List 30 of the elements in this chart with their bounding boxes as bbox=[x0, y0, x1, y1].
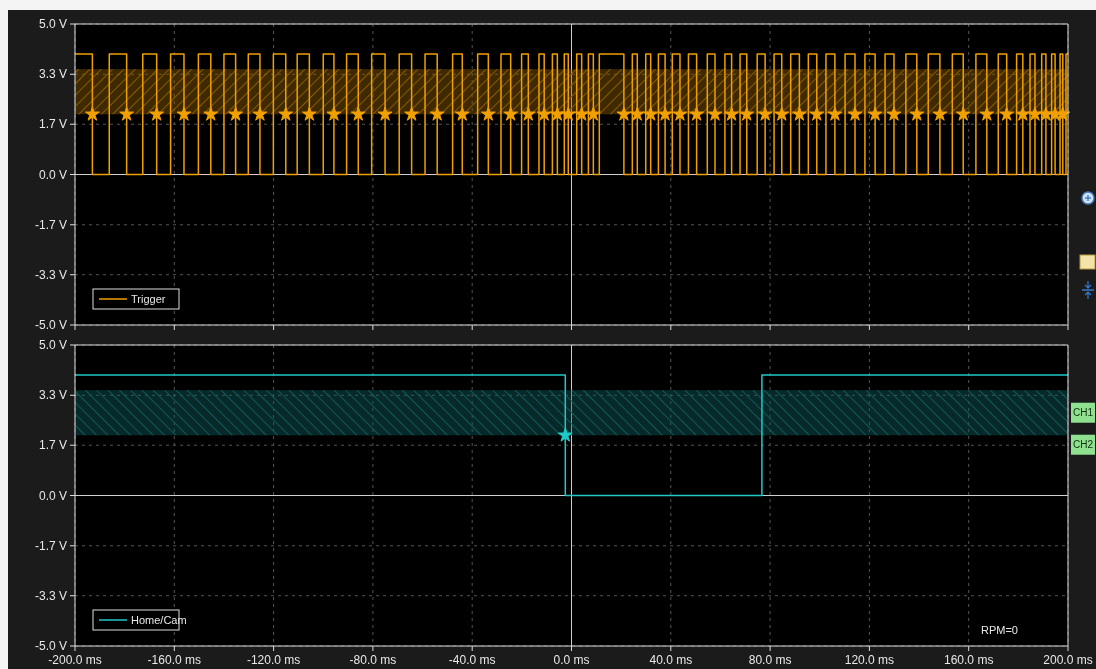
y-tick-label: 5.0 V bbox=[38, 338, 67, 353]
legend-label: Trigger bbox=[131, 292, 166, 305]
y-tick-label: 0.0 V bbox=[38, 488, 67, 503]
y-tick-label: 3.3 V bbox=[38, 67, 67, 82]
x-tick-label: 200.0 ms bbox=[1043, 653, 1093, 667]
y-tick-label: -5.0 V bbox=[34, 318, 67, 333]
x-tick-label: -160.0 ms bbox=[147, 653, 201, 667]
x-tick-label: -40.0 ms bbox=[448, 653, 496, 667]
x-tick-label: -80.0 ms bbox=[349, 653, 397, 667]
legend-label: Home/Cam bbox=[131, 613, 187, 626]
text: CH2 bbox=[1073, 439, 1094, 451]
y-tick-label: 1.7 V bbox=[38, 438, 67, 453]
y-tick-label: 5.0 V bbox=[38, 17, 67, 32]
y-tick-label: 0.0 V bbox=[38, 167, 67, 182]
y-tick-label: 1.7 V bbox=[38, 117, 67, 132]
y-tick-label: -1.7 V bbox=[34, 538, 67, 553]
text: CH1 bbox=[1073, 407, 1094, 419]
y-tick-label: -3.3 V bbox=[34, 267, 67, 282]
y-tick-label: 3.3 V bbox=[38, 388, 67, 403]
x-tick-label: 120.0 ms bbox=[844, 653, 895, 667]
y-tick-label: -3.3 V bbox=[34, 588, 67, 603]
x-tick-label: 40.0 ms bbox=[649, 653, 693, 667]
x-tick-label: 160.0 ms bbox=[944, 653, 994, 667]
annotation: RPM=0 bbox=[981, 624, 1018, 636]
y-tick-label: -5.0 V bbox=[34, 639, 67, 654]
x-tick-label: 80.0 ms bbox=[748, 653, 792, 667]
x-tick-label: -120.0 ms bbox=[246, 653, 301, 667]
x-tick-label: 0.0 ms bbox=[553, 653, 590, 667]
y-tick-label: -1.7 V bbox=[34, 217, 67, 232]
x-tick-label: -200.0 ms bbox=[48, 653, 102, 667]
